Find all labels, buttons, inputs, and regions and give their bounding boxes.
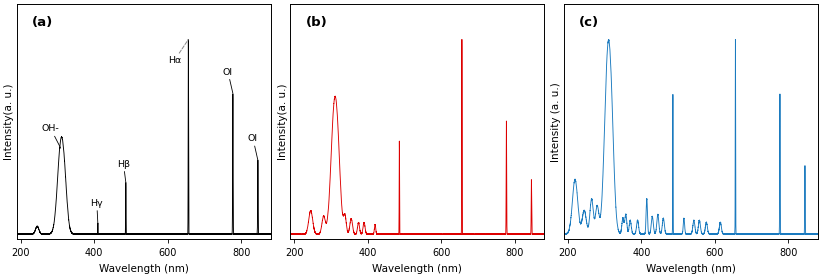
Y-axis label: Intensity(a. u.): Intensity(a. u.) <box>4 83 14 160</box>
Text: Hα: Hα <box>168 39 188 65</box>
Text: (c): (c) <box>580 16 599 29</box>
X-axis label: Wavelength (nm): Wavelength (nm) <box>99 264 189 274</box>
Y-axis label: Intensity(a. u.): Intensity(a. u.) <box>278 83 288 160</box>
Text: Hγ: Hγ <box>90 199 103 224</box>
Y-axis label: Intensity (a. u.): Intensity (a. u.) <box>552 82 561 162</box>
Text: OI: OI <box>248 134 258 160</box>
Text: Hβ: Hβ <box>117 160 130 182</box>
X-axis label: Wavelength (nm): Wavelength (nm) <box>372 264 462 274</box>
X-axis label: Wavelength (nm): Wavelength (nm) <box>646 264 736 274</box>
Text: OH-: OH- <box>42 125 61 148</box>
Text: OI: OI <box>223 68 233 93</box>
Text: (b): (b) <box>306 16 327 29</box>
Text: (a): (a) <box>32 16 53 29</box>
